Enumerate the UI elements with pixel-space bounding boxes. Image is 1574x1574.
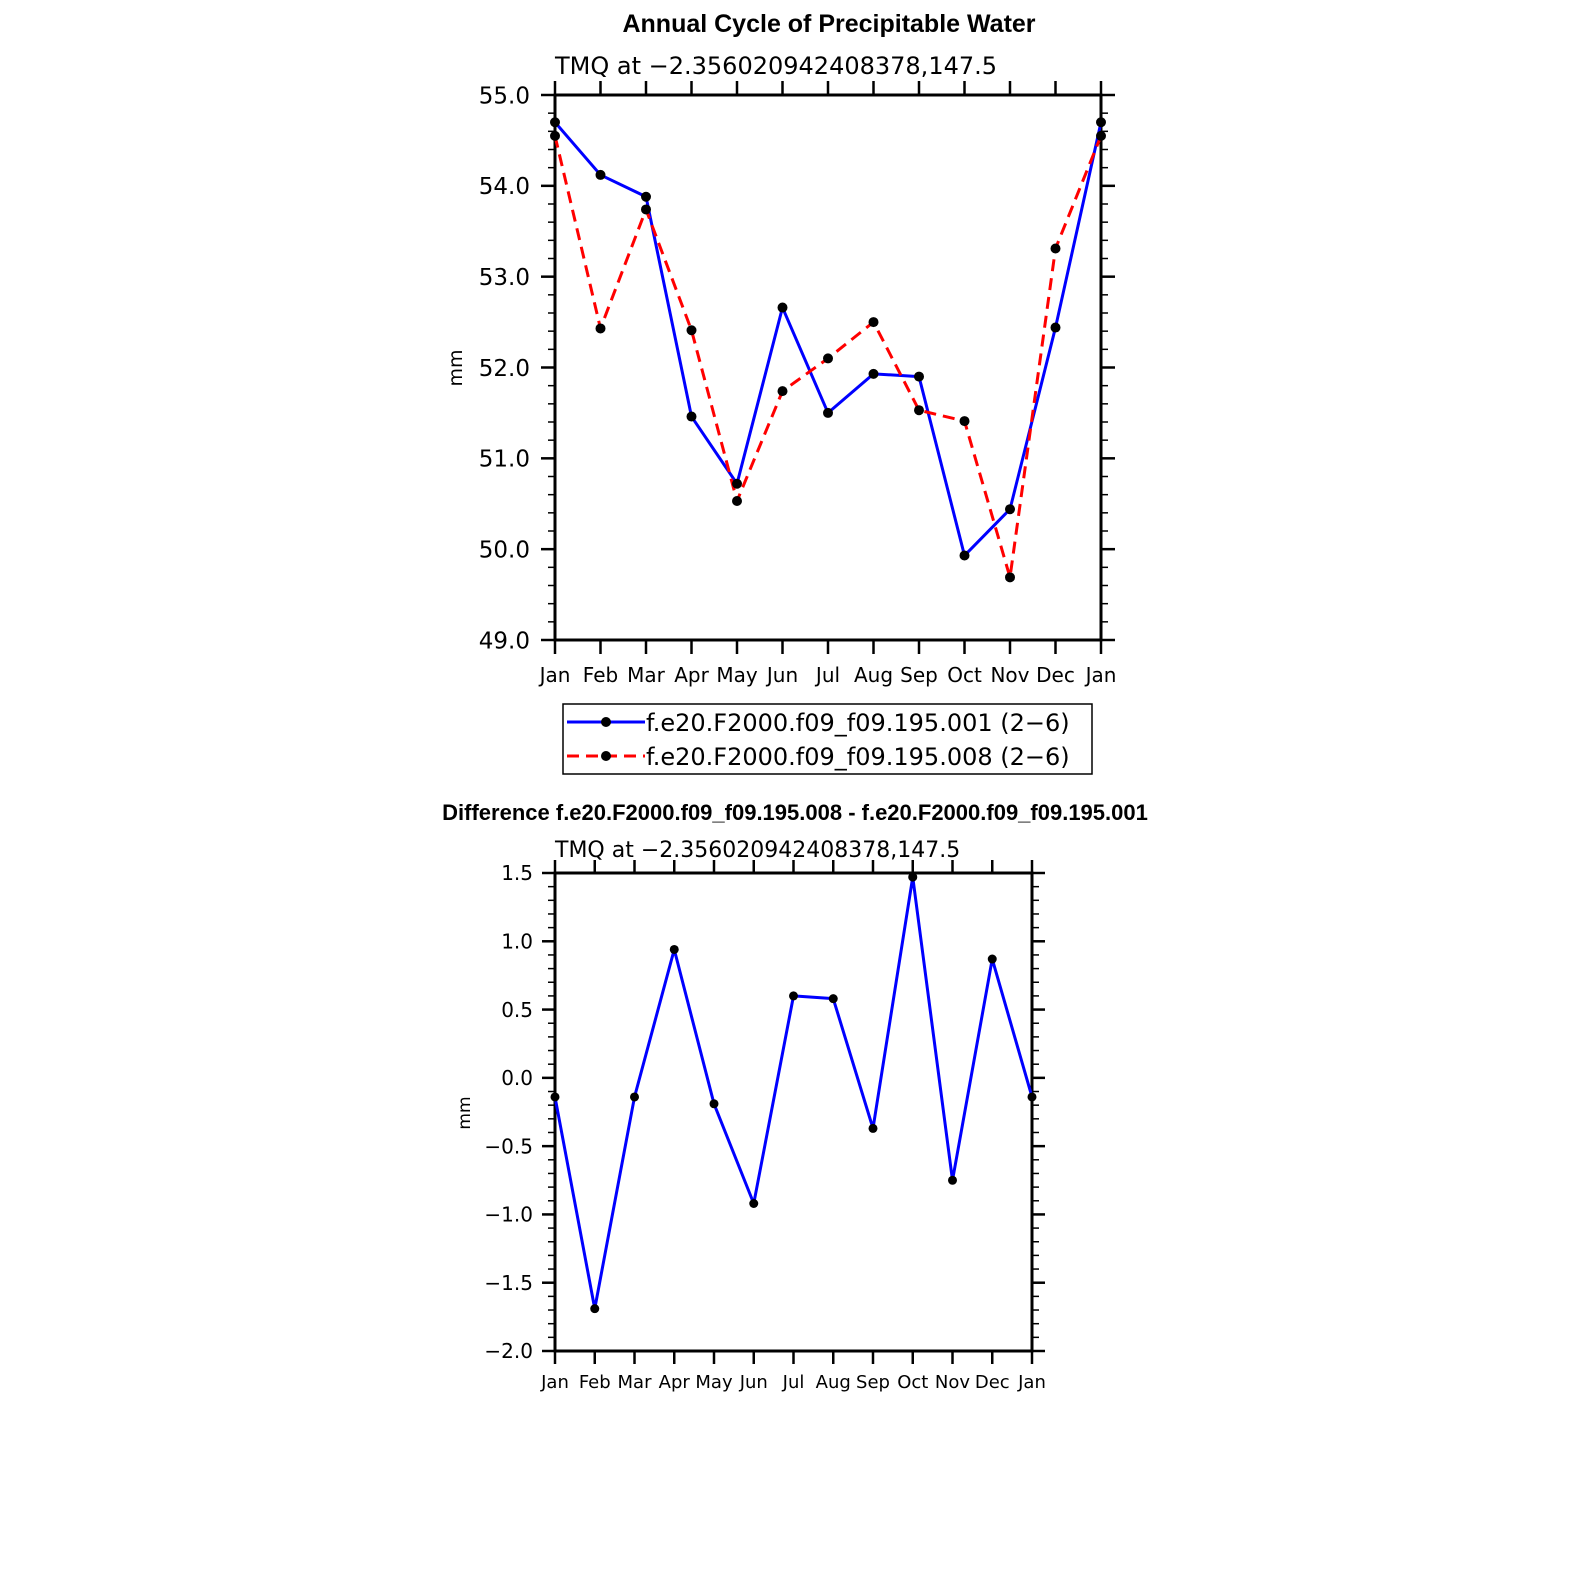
x-tick-label: Aug xyxy=(854,663,893,687)
x-tick-label: Feb xyxy=(579,1372,611,1393)
data-point-s2 xyxy=(959,416,970,427)
chart2-plot: −2.0 −1.5 −1.0 −0.5 0.0 0.5 1.0 1.5 Jan Feb Mar Apr… xyxy=(484,860,1046,1393)
legend-label-1: f.e20.F2000.f09_f09.195.001 (2−6) xyxy=(646,709,1070,737)
data-point-s1 xyxy=(1005,504,1015,515)
x-tick-label: Dec xyxy=(975,1372,1010,1393)
x-tick-label: Jul xyxy=(782,1372,805,1393)
y-tick-label: 1.0 xyxy=(501,929,533,953)
data-point-s1 xyxy=(550,1092,560,1102)
x-tick-label: May xyxy=(695,1372,733,1393)
x-tick-label: Jun xyxy=(765,663,798,687)
chart2-subtitle: TMQ at −2.356020942408378,147.5 xyxy=(554,838,960,863)
y-tick-label: 55.0 xyxy=(479,83,530,109)
data-point-s1 xyxy=(749,1199,759,1209)
data-point-s2 xyxy=(1096,130,1106,141)
chart1-legend: f.e20.F2000.f09_f09.195.001 (2−6) f.e20.F… xyxy=(562,703,1093,775)
data-point-s1 xyxy=(590,1304,600,1314)
chart1-ylabel: mm xyxy=(445,349,467,386)
x-tick-label: Jan xyxy=(1084,663,1117,687)
series-line-1 xyxy=(553,121,1103,558)
chart1-title: Annual Cycle of Precipitable Water xyxy=(622,10,1035,38)
data-point-s2 xyxy=(595,323,606,334)
data-point-s1 xyxy=(908,872,918,882)
data-point-s2 xyxy=(868,317,879,328)
data-point-s1 xyxy=(595,169,606,180)
data-point-s1 xyxy=(686,411,697,422)
x-tick-label: Dec xyxy=(1036,663,1075,687)
chart1-subtitle: TMQ at −2.356020942408378,147.5 xyxy=(554,52,997,80)
y-tick-label: −1.5 xyxy=(484,1271,533,1295)
x-tick-label: Jan xyxy=(540,1372,569,1393)
chart2-title: Difference f.e20.F2000.f09_f09.195.008 -… xyxy=(442,800,1148,825)
y-tick-label: −1.0 xyxy=(484,1203,533,1227)
y-tick-label: 49.0 xyxy=(479,628,530,654)
y-tick-label: 1.5 xyxy=(501,861,533,885)
x-tick-label: Sep xyxy=(856,1372,890,1393)
y-tick-label: 0.5 xyxy=(501,998,533,1022)
data-point-s2 xyxy=(823,353,833,364)
y-tick-label: 54.0 xyxy=(479,174,530,200)
series-line-1 xyxy=(553,875,1034,1311)
y-tick-label: 0.0 xyxy=(501,1066,533,1090)
plot-frame xyxy=(553,871,1034,1353)
data-point-s2 xyxy=(1050,243,1061,254)
data-point-s1 xyxy=(732,478,742,489)
data-point-s1 xyxy=(868,368,879,379)
x-tick-label: Jan xyxy=(538,663,571,687)
data-point-s2 xyxy=(1005,572,1015,583)
data-point-s1 xyxy=(789,991,798,1001)
y-tick-label: 51.0 xyxy=(479,447,530,473)
data-point-s2 xyxy=(732,496,742,507)
data-point-s2 xyxy=(550,130,560,141)
data-point-s1 xyxy=(868,1123,878,1133)
data-point-s1 xyxy=(709,1099,719,1109)
x-tick-label: Jul xyxy=(814,663,840,687)
legend-marker xyxy=(601,751,611,761)
x-tick-label: Jan xyxy=(1017,1372,1046,1393)
y-tick-label: 52.0 xyxy=(479,356,530,382)
x-tick-label: Oct xyxy=(947,663,982,687)
legend-marker xyxy=(601,717,611,727)
x-tick-label: Aug xyxy=(816,1372,851,1393)
legend-label-2: f.e20.F2000.f09_f09.195.008 (2−6) xyxy=(646,743,1070,771)
x-tick-label: Mar xyxy=(618,1372,653,1393)
x-tick-label: May xyxy=(716,663,758,687)
data-point-s1 xyxy=(959,550,970,561)
x-tick-label: Oct xyxy=(897,1372,928,1393)
x-tick-label: Feb xyxy=(583,663,618,687)
x-tick-label: Jun xyxy=(739,1372,768,1393)
data-point-s1 xyxy=(777,302,788,313)
data-point-s1 xyxy=(948,1175,957,1185)
y-tick-label: 50.0 xyxy=(479,537,530,563)
y-tick-label: −0.5 xyxy=(484,1134,533,1158)
x-tick-label: Mar xyxy=(627,663,666,687)
x-tick-label: Nov xyxy=(990,663,1029,687)
data-point-s1 xyxy=(630,1092,639,1102)
data-point-s1 xyxy=(669,944,679,954)
data-point-s2 xyxy=(641,204,651,215)
data-point-s2 xyxy=(686,325,697,336)
data-point-s1 xyxy=(1027,1092,1037,1102)
data-point-s2 xyxy=(914,405,924,416)
y-tick-label: 53.0 xyxy=(479,265,530,291)
data-point-s1 xyxy=(641,191,651,202)
data-point-s2 xyxy=(777,386,788,397)
data-point-s1 xyxy=(1096,117,1106,128)
chart1-plot: 49.0 50.0 51.0 52.0 53.0 54.0 55.0 Jan Feb Mar Apr… xyxy=(479,81,1117,687)
data-point-s1 xyxy=(987,954,997,964)
x-tick-label: Apr xyxy=(674,663,709,687)
x-tick-label: Apr xyxy=(659,1372,691,1393)
legend-box xyxy=(562,703,1093,775)
chart2-ylabel: mm xyxy=(455,1096,475,1129)
x-tick-label: Nov xyxy=(935,1372,970,1393)
y-tick-label: −2.0 xyxy=(484,1339,533,1363)
data-point-s1 xyxy=(1050,322,1061,333)
plot-frame xyxy=(553,93,1103,642)
x-tick-label: Sep xyxy=(900,663,938,687)
data-point-s1 xyxy=(550,117,560,128)
data-point-s1 xyxy=(828,994,838,1004)
data-point-s1 xyxy=(823,407,833,418)
data-point-s1 xyxy=(914,371,924,382)
